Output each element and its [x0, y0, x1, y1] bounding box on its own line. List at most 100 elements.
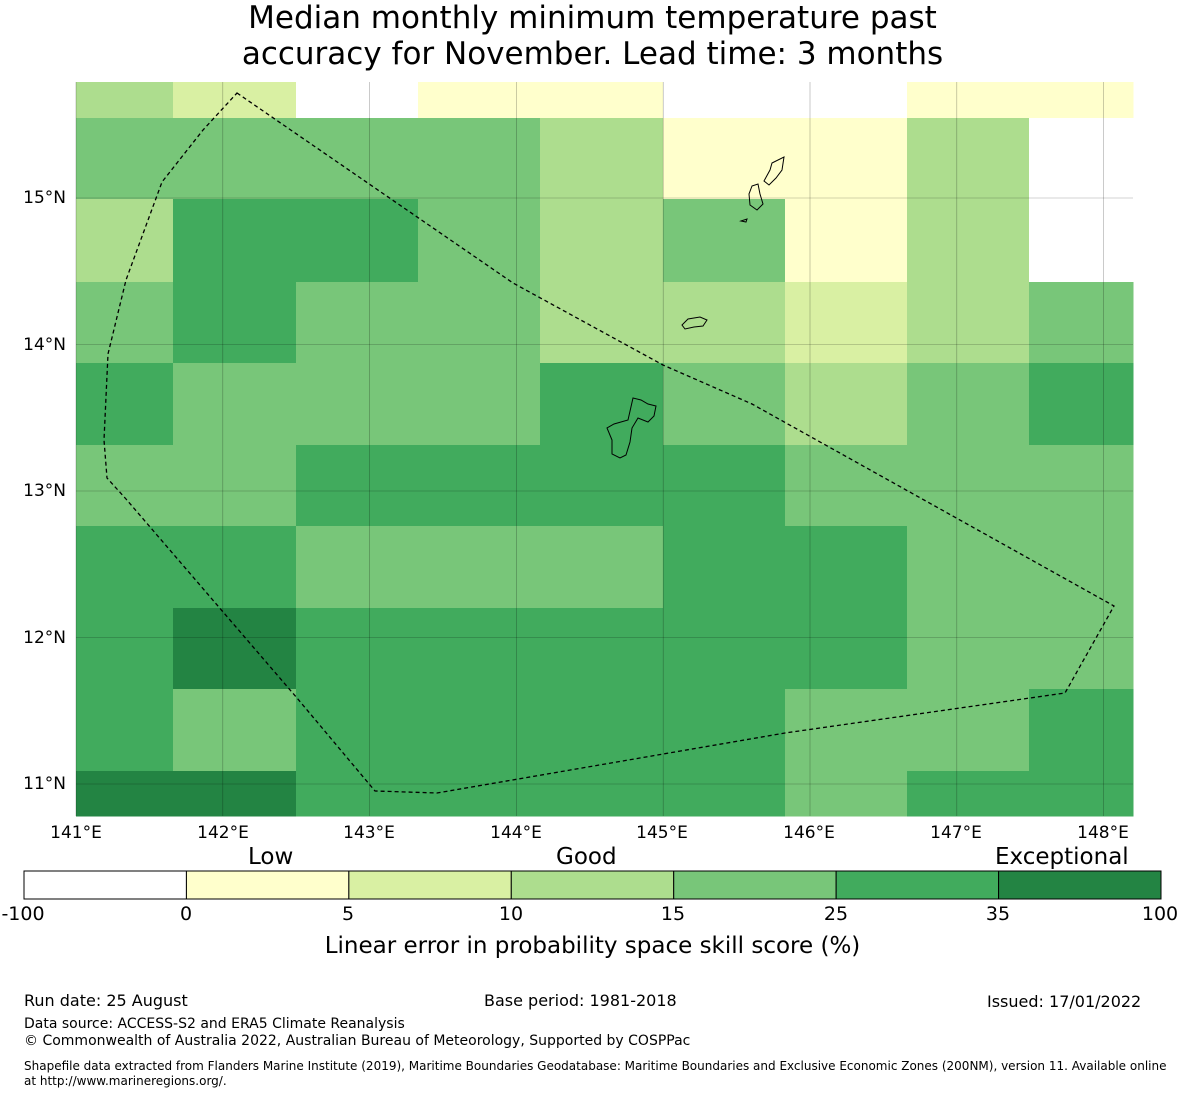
- colorbar-tick-label: 35: [985, 903, 1011, 925]
- lon-label-143e: 143°E: [343, 823, 395, 843]
- grid-cell: [663, 608, 786, 690]
- grid-cell: [785, 199, 908, 283]
- map-title: Median monthly minimum temperature past …: [0, 0, 1185, 72]
- grid-cell: [785, 282, 908, 364]
- colorbar-swatch: [673, 870, 837, 900]
- grid-cell: [907, 689, 1030, 772]
- grid-cell: [907, 526, 1030, 609]
- grid-cell: [296, 118, 419, 200]
- copyright: © Commonwealth of Australia 2022, Austra…: [24, 1033, 691, 1049]
- grid-cell: [173, 608, 297, 690]
- grid-cell: [76, 82, 174, 119]
- colorbar-swatch: [348, 870, 512, 900]
- grid-cell: [76, 199, 174, 283]
- colorbar-tick-label: -100: [1, 903, 45, 925]
- grid-cell: [1029, 526, 1134, 609]
- grid-cell: [76, 282, 174, 364]
- grid-cell: [1029, 771, 1134, 817]
- lat-label-13n: 13°N: [23, 481, 66, 501]
- eez-boundary-line: [103, 92, 1115, 794]
- grid-cell: [663, 445, 786, 527]
- grid-cell: [540, 608, 664, 690]
- grid-cell: [296, 363, 419, 446]
- legend-category-good: Good: [556, 844, 617, 870]
- grid-cell: [907, 608, 1030, 690]
- lon-label-141e: 141°E: [50, 823, 102, 843]
- grid-cell: [418, 526, 541, 609]
- lon-label-145e: 145°E: [636, 823, 688, 843]
- grid-cell: [663, 118, 786, 200]
- grid-cell: [663, 363, 786, 446]
- grid-cell: [540, 363, 664, 446]
- colorbar-tick-label: 0: [179, 903, 193, 925]
- grid-cell: [173, 445, 297, 527]
- colorbar-tick-label: 5: [341, 903, 355, 925]
- grid-cell: [173, 526, 297, 609]
- grid-cell: [663, 526, 786, 609]
- grid-cell: [76, 689, 174, 772]
- colorbar-swatch: [185, 870, 350, 900]
- grid-cell: [296, 526, 419, 609]
- colorbar-tick-label: 15: [660, 903, 686, 925]
- grid-cell: [663, 199, 786, 283]
- base-period: Base period: 1981-2018: [484, 991, 677, 1010]
- skill-score-map: [75, 82, 1134, 817]
- grid-cell: [785, 363, 908, 446]
- grid-cell: [785, 445, 908, 527]
- rota-island-outline: [681, 316, 708, 330]
- colorbar-swatch: [835, 870, 1000, 900]
- grid-cell: [296, 199, 419, 283]
- grid-cell: [540, 526, 664, 609]
- grid-cell: [540, 82, 664, 119]
- grid-cell: [296, 82, 419, 119]
- saipan-island-outline: [763, 156, 785, 186]
- grid-cell: [418, 689, 541, 772]
- data-source: Data source: ACCESS-S2 and ERA5 Climate …: [24, 1016, 405, 1032]
- title-line-1: Median monthly minimum temperature past: [248, 0, 937, 36]
- grid-cell: [1029, 118, 1134, 200]
- colorbar-swatch: [23, 870, 187, 900]
- grid-cell: [1029, 363, 1134, 446]
- grid-cell: [296, 771, 419, 817]
- colorbar-swatch: [510, 870, 675, 900]
- grid-cell: [173, 771, 297, 817]
- grid-cell: [418, 199, 541, 283]
- shapefile-credit-line-1: Shapefile data extracted from Flanders M…: [24, 1059, 1167, 1073]
- legend-category-exceptional: Exceptional: [995, 844, 1129, 870]
- grid-cell: [418, 608, 541, 690]
- grid-cell: [540, 771, 664, 817]
- grid-cell: [76, 363, 174, 446]
- grid-cell: [418, 118, 541, 200]
- grid-cell: [907, 771, 1030, 817]
- grid-cell: [1029, 445, 1134, 527]
- lat-label-11n: 11°N: [23, 774, 66, 794]
- grid-cell: [76, 526, 174, 609]
- grid-cell: [663, 82, 786, 119]
- grid-cell: [76, 445, 174, 527]
- grid-cell: [907, 199, 1030, 283]
- grid-cell: [418, 82, 541, 119]
- grid-cell: [418, 445, 541, 527]
- grid-cell: [1029, 689, 1134, 772]
- title-line-2: accuracy for November. Lead time: 3 mont…: [241, 36, 944, 72]
- grid-cell: [1029, 282, 1134, 364]
- colorbar-swatch: [998, 870, 1162, 900]
- grid-cell: [663, 282, 786, 364]
- aguijan-island-outline: [739, 218, 748, 223]
- lon-label-148e: 148°E: [1077, 823, 1129, 843]
- grid-cell: [1029, 608, 1134, 690]
- grid-cell: [663, 689, 786, 772]
- grid-cell: [540, 199, 664, 283]
- grid-cell: [663, 771, 786, 817]
- grid-cell: [907, 118, 1030, 200]
- grid-cell: [1029, 82, 1134, 119]
- grid-cell: [1029, 199, 1134, 283]
- colorbar-title: Linear error in probability space skill …: [324, 933, 861, 959]
- grid-cell: [785, 608, 908, 690]
- issued-date: Issued: 17/01/2022: [987, 992, 1142, 1011]
- grid-cell: [785, 82, 908, 119]
- lon-label-147e: 147°E: [930, 823, 982, 843]
- grid-cell: [907, 282, 1030, 364]
- grid-cell: [296, 608, 419, 690]
- grid-cell: [540, 118, 664, 200]
